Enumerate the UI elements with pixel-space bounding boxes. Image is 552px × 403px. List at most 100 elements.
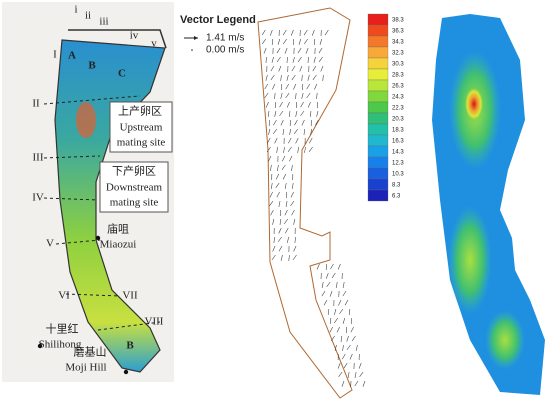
vector bbox=[273, 119, 277, 126]
vector bbox=[299, 65, 303, 72]
vector bbox=[300, 101, 304, 108]
vector bbox=[268, 128, 271, 135]
place-name-zh: 庙咀 bbox=[107, 222, 129, 236]
velocity-vectors bbox=[261, 29, 366, 388]
vector bbox=[272, 83, 276, 90]
vector bbox=[348, 308, 351, 315]
vector bbox=[270, 182, 273, 189]
vector bbox=[277, 164, 279, 171]
zone-label: A bbox=[68, 50, 76, 62]
color-swatch bbox=[367, 35, 389, 48]
vector bbox=[289, 155, 293, 162]
vector bbox=[286, 101, 290, 108]
vector bbox=[300, 110, 305, 117]
color-swatch bbox=[367, 134, 389, 147]
vector bbox=[288, 110, 291, 117]
vector bbox=[290, 200, 295, 207]
vector bbox=[297, 146, 299, 153]
vector bbox=[351, 335, 356, 342]
vector bbox=[295, 92, 297, 99]
color-label: 14.3 bbox=[392, 150, 404, 156]
heat-green bbox=[448, 205, 492, 315]
vector bbox=[322, 74, 324, 81]
vector bbox=[298, 38, 302, 45]
vector bbox=[282, 128, 285, 135]
color-label: 32.3 bbox=[392, 51, 404, 57]
vector bbox=[295, 137, 299, 144]
vector bbox=[346, 344, 351, 351]
vector bbox=[334, 344, 337, 351]
vector bbox=[268, 155, 272, 162]
vector bbox=[344, 299, 349, 306]
color-swatch bbox=[367, 156, 389, 169]
legend-entry: 0.00 m/s bbox=[206, 45, 244, 56]
vector bbox=[275, 173, 280, 180]
vector bbox=[286, 74, 289, 81]
place-dot bbox=[123, 369, 129, 375]
vector bbox=[292, 254, 297, 261]
vector bbox=[354, 371, 357, 378]
zone-label: B bbox=[126, 340, 134, 352]
vector bbox=[343, 362, 348, 369]
legend-arrow-head bbox=[194, 36, 198, 40]
color-swatch bbox=[367, 178, 389, 191]
vector bbox=[293, 218, 296, 225]
section-label: iii bbox=[99, 16, 108, 28]
vector bbox=[303, 29, 308, 36]
vector bbox=[292, 56, 295, 63]
vector bbox=[292, 38, 295, 46]
vector bbox=[312, 65, 317, 72]
vector bbox=[294, 236, 296, 243]
vector bbox=[274, 137, 278, 144]
color-swatch bbox=[367, 13, 389, 26]
section-label: ii bbox=[85, 10, 91, 22]
vector bbox=[362, 380, 366, 387]
vector bbox=[294, 119, 298, 126]
vector bbox=[334, 308, 337, 315]
vector bbox=[270, 74, 275, 81]
vector bbox=[287, 146, 292, 153]
color-label: 34.3 bbox=[392, 40, 404, 46]
vector bbox=[336, 326, 340, 333]
section-label: i bbox=[74, 4, 77, 16]
color-label: 36.3 bbox=[392, 29, 404, 35]
section-label: iv bbox=[130, 30, 139, 42]
section-label: I bbox=[53, 49, 57, 61]
vector bbox=[270, 65, 275, 72]
vector bbox=[330, 335, 335, 342]
vector bbox=[359, 371, 364, 378]
vector bbox=[304, 38, 309, 45]
vector bbox=[276, 56, 281, 63]
color-swatch bbox=[367, 79, 389, 92]
vector bbox=[277, 38, 281, 45]
vector bbox=[265, 101, 269, 108]
vector bbox=[285, 83, 290, 90]
vector bbox=[291, 182, 294, 189]
vector bbox=[279, 110, 284, 117]
vector bbox=[270, 164, 272, 171]
vector bbox=[276, 47, 281, 54]
vector bbox=[303, 128, 306, 135]
vector bbox=[277, 236, 282, 243]
vector bbox=[278, 65, 282, 72]
place-name: Miaozui bbox=[100, 239, 137, 251]
vector bbox=[290, 29, 294, 36]
vector bbox=[264, 92, 269, 99]
section-label: III bbox=[33, 152, 44, 164]
vector bbox=[278, 227, 282, 234]
color-label: 26.3 bbox=[392, 84, 404, 90]
section-label: VIII bbox=[145, 316, 164, 328]
vector bbox=[279, 218, 282, 225]
vector bbox=[297, 47, 302, 54]
vector bbox=[325, 272, 329, 279]
vector bbox=[324, 29, 329, 36]
vector bbox=[321, 290, 326, 297]
color-label: 16.3 bbox=[392, 139, 404, 145]
vector bbox=[283, 146, 285, 153]
vector bbox=[329, 326, 333, 333]
color-swatch bbox=[367, 123, 389, 136]
color-label: 12.3 bbox=[392, 161, 404, 167]
vector bbox=[342, 290, 347, 297]
site-label: Downstream bbox=[106, 182, 163, 194]
vector bbox=[273, 236, 275, 243]
